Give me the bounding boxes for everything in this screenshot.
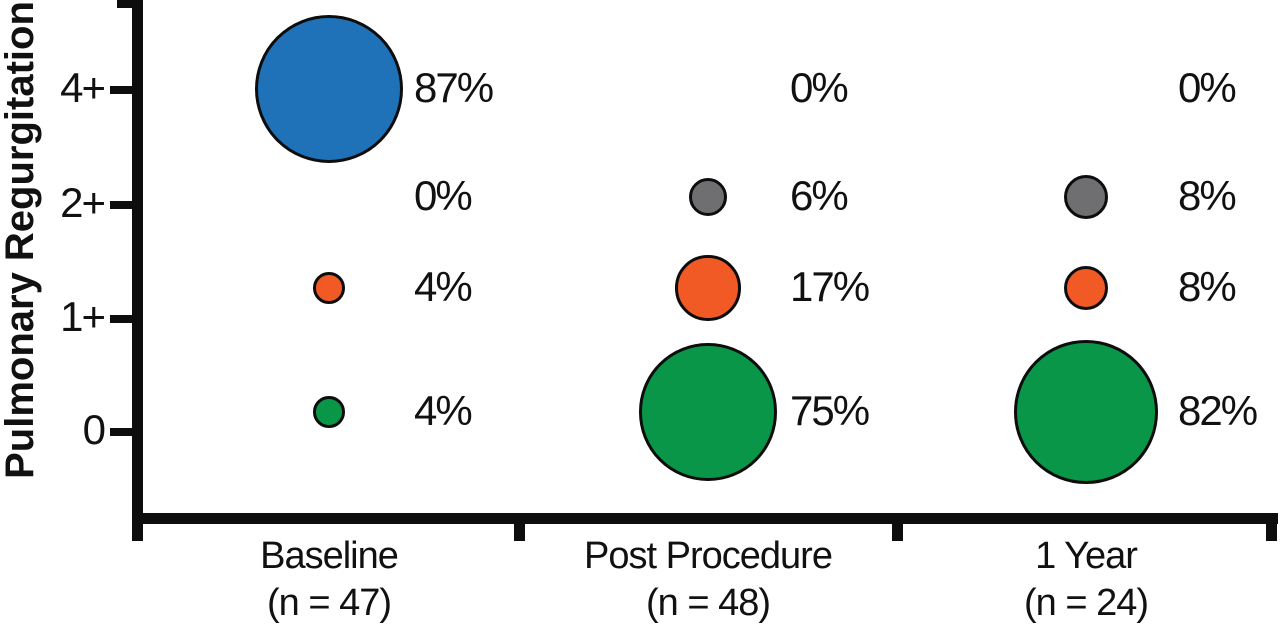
y-axis-tick-1+ [110,315,133,323]
bubble-post-procedure-1plus [675,255,741,321]
x-group-n-label-1-year: (n = 24) [1023,582,1149,624]
y-axis-tick-4+ [110,86,133,94]
value-label-post-procedure-2plus: 6% [790,172,849,220]
x-group-label-baseline: Baseline [260,535,399,577]
bubble-post-procedure-0 [639,343,777,481]
x-axis-tick-3 [1266,522,1277,541]
y-axis-tick-label-4+: 4+ [60,64,106,112]
bubble-baseline-1plus [313,272,345,304]
value-label-1-year-2plus: 8% [1178,172,1237,220]
y-axis-top-cap-tick [117,0,133,8]
value-label-1-year-4plus: 0% [1178,64,1237,112]
value-label-baseline-4plus: 87% [414,64,494,112]
value-label-post-procedure-4plus: 0% [790,64,849,112]
x-axis-tick-2 [892,522,903,541]
value-label-baseline-0: 4% [414,387,473,435]
x-group-label-1-year: 1 Year [1035,535,1138,577]
value-label-1-year-0: 82% [1178,387,1258,435]
value-label-baseline-1plus: 4% [414,263,473,311]
y-axis-tick-2+ [110,201,133,209]
x-axis-line [132,513,1278,524]
value-label-baseline-2plus: 0% [414,172,473,220]
y-axis-tick-label-0: 0 [82,406,106,454]
x-group-n-label-baseline: (n = 47) [266,582,392,624]
y-axis-tick-label-2+: 2+ [60,179,106,227]
x-group-n-label-post-procedure: (n = 48) [645,582,771,624]
x-group-label-post-procedure: Post Procedure [584,535,833,577]
y-axis-line [132,0,143,541]
value-label-post-procedure-0: 75% [790,387,870,435]
value-label-1-year-1plus: 8% [1178,263,1237,311]
bubble-baseline-4plus [255,15,403,163]
bubble-1-year-2plus [1063,174,1109,220]
y-axis-tick-0 [110,428,133,436]
bubble-1-year-0 [1014,340,1158,484]
bubble-post-procedure-2plus [688,177,728,217]
bubble-1-year-1plus [1063,265,1109,311]
x-axis-tick-1 [514,522,525,541]
bubble-baseline-0 [313,396,345,428]
y-axis-tick-label-1+: 1+ [60,293,106,341]
value-label-post-procedure-1plus: 17% [790,263,870,311]
